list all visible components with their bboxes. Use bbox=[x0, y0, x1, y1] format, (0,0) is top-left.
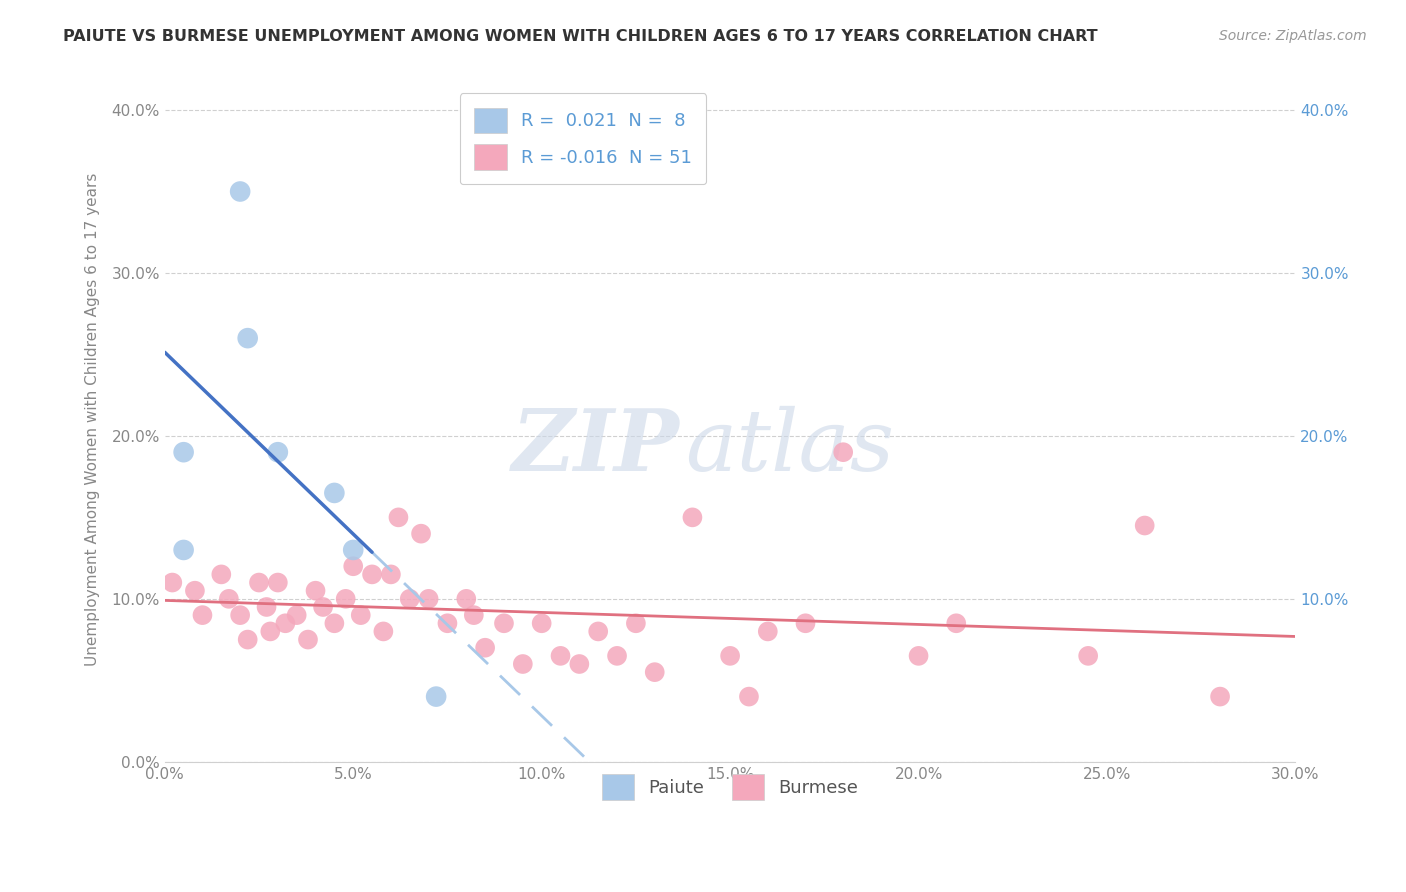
Point bbox=[794, 616, 817, 631]
Point bbox=[418, 591, 440, 606]
Point bbox=[474, 640, 496, 655]
Point bbox=[644, 665, 666, 680]
Point bbox=[387, 510, 409, 524]
Legend: Paiute, Burmese: Paiute, Burmese bbox=[588, 760, 873, 814]
Point bbox=[681, 510, 703, 524]
Point bbox=[463, 608, 485, 623]
Point bbox=[267, 575, 290, 590]
Point bbox=[907, 648, 929, 663]
Point bbox=[229, 608, 252, 623]
Point bbox=[342, 559, 364, 574]
Point bbox=[380, 567, 402, 582]
Point bbox=[718, 648, 741, 663]
Point bbox=[236, 331, 259, 345]
Point bbox=[323, 616, 346, 631]
Point bbox=[492, 616, 515, 631]
Point bbox=[606, 648, 628, 663]
Point bbox=[218, 591, 240, 606]
Point bbox=[530, 616, 553, 631]
Point bbox=[361, 567, 384, 582]
Point bbox=[267, 445, 290, 459]
Text: ZIP: ZIP bbox=[512, 405, 679, 489]
Point bbox=[229, 185, 252, 199]
Point bbox=[173, 445, 195, 459]
Point bbox=[586, 624, 609, 639]
Text: atlas: atlas bbox=[685, 406, 894, 488]
Point bbox=[342, 543, 364, 558]
Y-axis label: Unemployment Among Women with Children Ages 6 to 17 years: Unemployment Among Women with Children A… bbox=[86, 173, 100, 666]
Point bbox=[436, 616, 458, 631]
Point bbox=[285, 608, 308, 623]
Point bbox=[512, 657, 534, 671]
Point bbox=[568, 657, 591, 671]
Point bbox=[456, 591, 478, 606]
Point bbox=[425, 690, 447, 704]
Point bbox=[1077, 648, 1099, 663]
Point bbox=[373, 624, 395, 639]
Point bbox=[335, 591, 357, 606]
Point bbox=[247, 575, 270, 590]
Point bbox=[312, 599, 335, 614]
Point bbox=[756, 624, 779, 639]
Text: PAIUTE VS BURMESE UNEMPLOYMENT AMONG WOMEN WITH CHILDREN AGES 6 TO 17 YEARS CORR: PAIUTE VS BURMESE UNEMPLOYMENT AMONG WOM… bbox=[63, 29, 1098, 44]
Point bbox=[738, 690, 761, 704]
Point bbox=[398, 591, 420, 606]
Point bbox=[274, 616, 297, 631]
Point bbox=[1209, 690, 1232, 704]
Point bbox=[236, 632, 259, 647]
Point bbox=[162, 575, 184, 590]
Point bbox=[832, 445, 855, 459]
Point bbox=[350, 608, 373, 623]
Point bbox=[304, 583, 326, 598]
Point bbox=[624, 616, 647, 631]
Point bbox=[323, 486, 346, 500]
Point bbox=[297, 632, 319, 647]
Point bbox=[550, 648, 572, 663]
Text: Source: ZipAtlas.com: Source: ZipAtlas.com bbox=[1219, 29, 1367, 43]
Point bbox=[259, 624, 281, 639]
Point bbox=[173, 543, 195, 558]
Point bbox=[209, 567, 232, 582]
Point bbox=[256, 599, 278, 614]
Point bbox=[191, 608, 214, 623]
Point bbox=[409, 526, 432, 541]
Point bbox=[184, 583, 207, 598]
Point bbox=[945, 616, 967, 631]
Point bbox=[1133, 518, 1156, 533]
